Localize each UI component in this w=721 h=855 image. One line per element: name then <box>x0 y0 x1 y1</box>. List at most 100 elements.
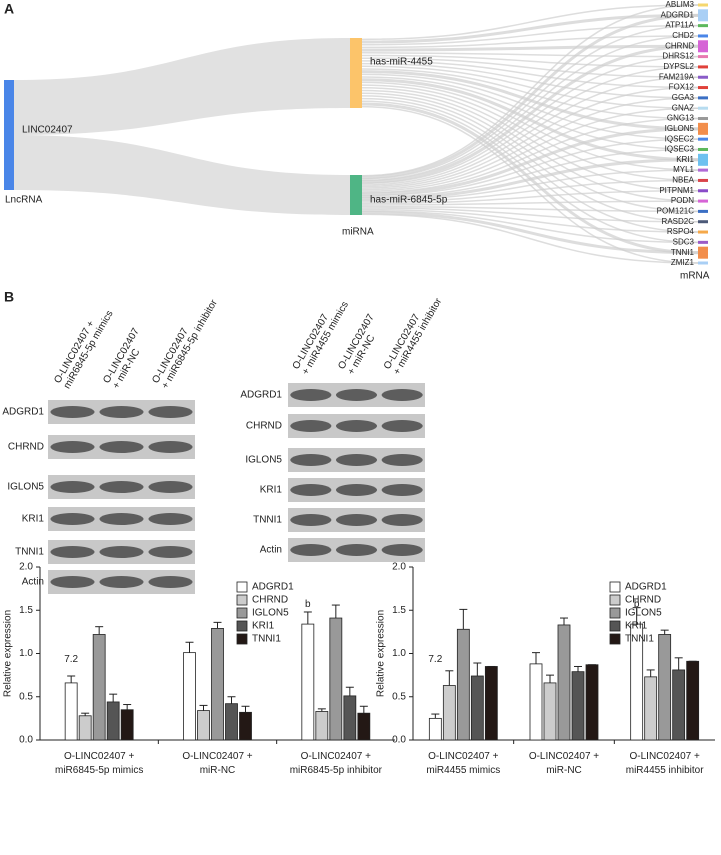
node-label: TNNI1 <box>671 248 695 257</box>
mrna-node <box>698 106 708 110</box>
sankey-link <box>361 207 699 223</box>
sankey-link <box>361 44 699 184</box>
bar <box>470 675 484 741</box>
mrna-node <box>698 199 708 203</box>
sankey-link <box>361 210 699 244</box>
blot-band <box>50 441 95 453</box>
bar <box>92 634 106 741</box>
legend-label: ADGRD1 <box>625 582 667 593</box>
blot-band <box>335 420 378 432</box>
node-label: IGLON5 <box>665 124 695 133</box>
sankey-link <box>361 205 699 213</box>
sankey-link <box>361 92 699 213</box>
blot-band <box>335 544 378 556</box>
sankey-link <box>361 73 699 140</box>
node-label: ATP11A <box>665 21 694 30</box>
bar <box>672 669 686 741</box>
mrna-node <box>698 55 708 59</box>
y-tick-label: 0.5 <box>19 691 33 702</box>
row-label: IGLON5 <box>245 455 282 466</box>
sankey-link <box>361 86 699 189</box>
annotation: 7.2 <box>64 654 78 665</box>
node-label: has-miR-6845-5p <box>370 195 448 206</box>
sankey-link <box>361 68 699 120</box>
row-label: TNNI1 <box>15 547 44 558</box>
blot-band <box>335 454 378 466</box>
panel-label: B <box>4 289 14 305</box>
sankey-link <box>361 211 699 255</box>
legend-swatch <box>609 594 621 606</box>
mrna-node <box>698 261 708 265</box>
node-label: SDC3 <box>673 237 695 246</box>
lane-label: O-LINC02407+ miR-NC <box>336 312 377 377</box>
node-label: NBEA <box>672 176 694 185</box>
annotation: b <box>305 599 311 610</box>
sankey-link <box>361 76 699 188</box>
legend-swatch <box>236 607 248 619</box>
sankey-link <box>361 4 699 177</box>
node-label: FOX12 <box>669 83 695 92</box>
node-label: has-miR-4455 <box>370 57 433 68</box>
blot-band <box>99 441 144 453</box>
sankey-link <box>361 138 699 197</box>
lane-label: O-LINC02407+ miR-NC <box>101 326 142 391</box>
blot-band <box>148 546 193 558</box>
node-label: GNG13 <box>667 114 695 123</box>
mrna-node <box>698 3 708 7</box>
node-label: DHRS12 <box>662 52 694 61</box>
sankey-link <box>361 78 699 162</box>
node-label: FAM219A <box>659 72 695 81</box>
sankey-link <box>361 105 699 264</box>
blot-band <box>290 420 332 432</box>
sankey-link <box>361 13 699 44</box>
legend-label: CHRND <box>625 595 661 606</box>
bar <box>658 634 672 741</box>
legend-label: CHRND <box>252 595 288 606</box>
mrna-node <box>698 24 708 28</box>
row-label: Actin <box>260 545 282 556</box>
sankey-link <box>361 84 699 182</box>
bar <box>357 712 371 741</box>
blot-band <box>381 484 423 496</box>
mrna-node <box>698 209 708 213</box>
bar <box>557 624 571 741</box>
bar <box>197 710 210 741</box>
node-label: ABLIM3 <box>666 0 695 9</box>
node-label: IQSEC2 <box>665 134 695 143</box>
bar <box>644 676 658 741</box>
blot-band <box>148 406 193 418</box>
blot-band <box>148 481 193 493</box>
sankey-link <box>14 38 350 135</box>
y-tick-label: 0.0 <box>19 735 33 746</box>
sankey-link <box>361 213 699 264</box>
bar <box>211 628 224 741</box>
bar <box>301 623 315 741</box>
blot-band <box>148 576 193 588</box>
y-tick-label: 1.0 <box>19 648 33 659</box>
blot-band <box>290 454 332 466</box>
node-label: PODN <box>671 196 694 205</box>
mrna-node <box>698 220 708 224</box>
mrna-node <box>698 122 708 135</box>
y-axis-label: Relative expression <box>376 610 387 697</box>
bar <box>78 715 92 741</box>
blot-band <box>99 481 144 493</box>
y-tick-label: 0.5 <box>392 691 406 702</box>
node-label: GGA3 <box>672 93 695 102</box>
x-tick-label: O-LINC02407 + miR4455 mimics <box>426 751 500 776</box>
bar <box>315 711 329 741</box>
row-label: TNNI1 <box>253 515 282 526</box>
node-label: KRI1 <box>676 155 694 164</box>
blot-band <box>148 513 193 525</box>
bar <box>529 663 543 741</box>
node-label: POM121C <box>657 207 695 216</box>
bar <box>428 717 442 741</box>
mrna-node <box>698 65 708 69</box>
mrna-node <box>698 96 708 100</box>
lncrna-node <box>4 80 14 190</box>
node-label: PITPNM1 <box>659 186 694 195</box>
bar <box>585 664 599 741</box>
blot-band <box>50 481 95 493</box>
row-label: ADGRD1 <box>240 390 282 401</box>
